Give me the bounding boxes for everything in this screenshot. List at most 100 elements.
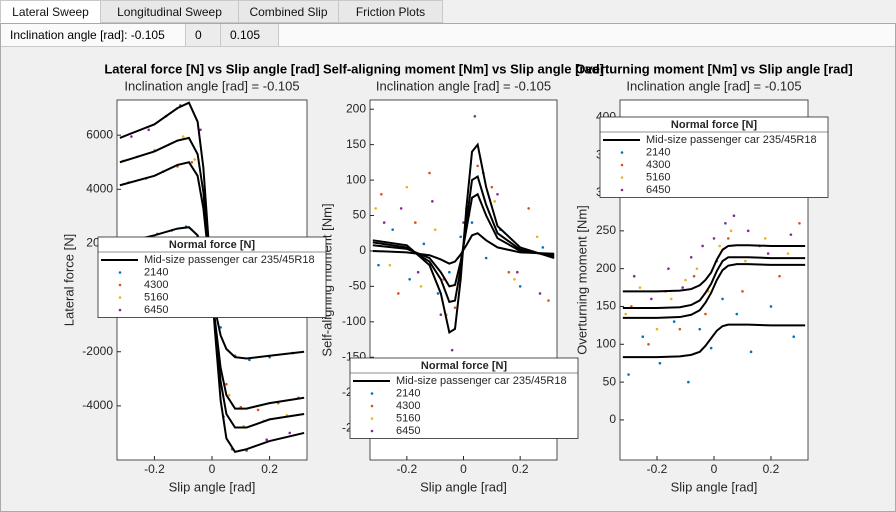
- model-line: [622, 244, 806, 293]
- data-point: [724, 221, 727, 225]
- data-point: [397, 292, 400, 295]
- legend-label: 5160: [396, 412, 420, 424]
- sub-tab[interactable]: Inclination angle [rad]: -0.105: [1, 24, 186, 46]
- tab[interactable]: Longitudinal Sweep: [100, 0, 239, 23]
- data-point: [181, 135, 185, 138]
- data-point: [388, 263, 392, 267]
- legend-title: Normal force [N]: [671, 119, 758, 131]
- data-point: [681, 286, 684, 289]
- data-point: [419, 285, 423, 288]
- data-point: [687, 380, 690, 384]
- sub-tab[interactable]: 0: [186, 24, 221, 46]
- data-point: [439, 313, 443, 317]
- y-axis-label: Overturning moment [Nm]: [574, 205, 589, 355]
- y-tick-label: 4000: [86, 181, 113, 195]
- data-point: [718, 244, 721, 248]
- y-tick-label: 200: [346, 101, 366, 115]
- plot-content: [372, 114, 555, 352]
- model-line: [622, 323, 806, 359]
- legend-title: Normal force [N]: [421, 360, 508, 372]
- data-point: [484, 256, 488, 260]
- x-tick-label: 0: [209, 462, 216, 476]
- data-point: [416, 270, 420, 274]
- data-point: [695, 267, 699, 270]
- legend-label: 6450: [396, 425, 420, 437]
- tab[interactable]: Lateral Sweep: [0, 0, 101, 23]
- data-point: [448, 270, 451, 274]
- data-point: [735, 312, 739, 316]
- legend-box: [349, 357, 579, 439]
- y-tick-label: -50: [349, 279, 367, 293]
- y-tick-label: 50: [353, 208, 367, 222]
- data-point: [188, 97, 191, 100]
- data-point: [744, 259, 747, 263]
- legend-swatch: [620, 151, 624, 154]
- y-tick-label: 0: [609, 412, 616, 426]
- x-tick-label: -0.2: [647, 462, 668, 476]
- legend-label: Mid-size passenger car 235/45R18: [396, 375, 567, 387]
- legend-box: [599, 116, 829, 198]
- data-point: [431, 200, 434, 203]
- model-line: [622, 256, 806, 309]
- y-tick-label: -2000: [82, 344, 113, 358]
- x-tick-label: -0.2: [144, 462, 165, 476]
- data-point: [667, 267, 670, 270]
- legend-title: Normal force [N]: [169, 239, 256, 251]
- data-point: [786, 252, 790, 255]
- chart-title: Self-aligning moment [Nm] vs Slip angle …: [323, 61, 604, 76]
- y-tick-label: 250: [596, 223, 616, 237]
- data-point: [377, 263, 380, 267]
- data-point: [763, 237, 767, 240]
- data-point: [408, 277, 411, 281]
- data-point: [769, 305, 773, 308]
- data-point: [507, 270, 511, 274]
- data-point: [709, 346, 713, 350]
- sub-tab[interactable]: 0.105: [221, 24, 279, 46]
- x-tick-label: 0: [711, 462, 718, 476]
- x-axis-label: Slip angle [rad]: [671, 479, 758, 494]
- model-line: [372, 142, 555, 335]
- data-point: [199, 128, 202, 132]
- data-point: [692, 274, 696, 278]
- tab[interactable]: Combined Slip: [238, 0, 339, 23]
- legend: Normal force [N] Mid-size passenger car 2…: [97, 236, 327, 318]
- data-point: [490, 185, 494, 189]
- data-point: [473, 114, 477, 118]
- legend-swatch: [370, 392, 374, 395]
- data-point: [538, 292, 542, 295]
- data-point: [147, 128, 150, 132]
- data-point: [641, 335, 645, 339]
- data-point: [450, 348, 454, 352]
- data-point: [632, 274, 636, 278]
- data-point: [225, 382, 228, 386]
- data-point: [380, 192, 383, 196]
- legend-swatch: [620, 163, 624, 167]
- legend-swatch: [370, 429, 374, 433]
- legend-swatch: [620, 176, 624, 179]
- data-point: [391, 228, 394, 231]
- data-point: [741, 290, 744, 293]
- x-tick-label: 0: [460, 462, 467, 476]
- data-point: [265, 438, 268, 441]
- legend: Normal force [N] Mid-size passenger car 2…: [349, 357, 579, 439]
- chart-subtitle: Inclination angle [rad] = -0.105: [626, 78, 801, 93]
- data-point: [535, 235, 539, 239]
- legend-label: Mid-size passenger car 235/45R18: [144, 254, 315, 266]
- legend-label: Mid-size passenger car 235/45R18: [646, 134, 817, 146]
- y-tick-label: -100: [342, 314, 366, 328]
- y-tick-label: 200: [596, 261, 616, 275]
- y-tick-label: 150: [596, 299, 616, 313]
- model-line: [622, 263, 806, 319]
- tab[interactable]: Friction Plots: [338, 0, 443, 23]
- legend-swatch: [118, 283, 122, 287]
- data-point: [382, 221, 386, 224]
- data-point: [650, 297, 653, 301]
- data-point: [655, 327, 659, 331]
- legend: Normal force [N] Mid-size passenger car 2…: [599, 116, 829, 198]
- legend-swatch: [620, 188, 624, 192]
- data-point: [190, 160, 194, 164]
- data-point: [798, 221, 801, 225]
- data-point: [726, 237, 730, 240]
- data-point: [689, 256, 693, 259]
